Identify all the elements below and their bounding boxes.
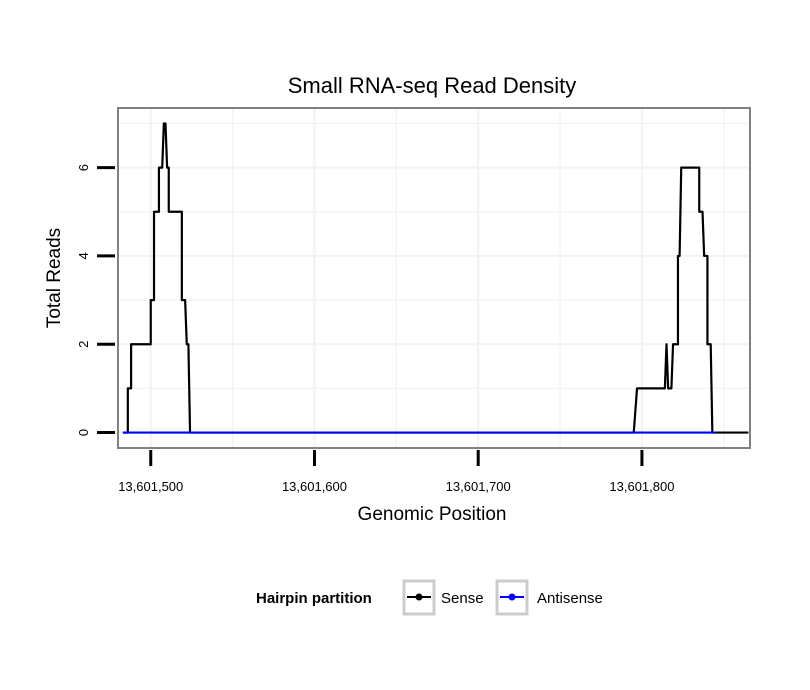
legend-label-sense: Sense [441, 590, 484, 607]
legend-title: Hairpin partition [256, 590, 372, 607]
y-axis-title: Total Reads [44, 228, 65, 328]
chart-title: Small RNA-seq Read Density [288, 73, 577, 98]
y-axis: 0 2 4 6 [76, 164, 115, 436]
legend-key-sense [402, 579, 436, 616]
legend-item-antisense[interactable]: Antisense [495, 579, 603, 616]
x-axis-title: Genomic Position [358, 504, 507, 525]
legend-key-point-antisense [508, 593, 516, 601]
x-axis: 13,601,500 13,601,600 13,601,700 13,601,800 [118, 450, 674, 494]
x-tick-label: 13,601,800 [609, 479, 674, 494]
y-tick-label: 2 [76, 341, 91, 348]
y-tick-label: 0 [76, 429, 91, 436]
x-tick-label: 13,601,600 [282, 479, 347, 494]
x-tick-label: 13,601,500 [118, 479, 183, 494]
y-tick-label: 6 [76, 164, 91, 171]
plot-border [117, 107, 751, 449]
series-line-sense [122, 122, 749, 434]
series-layer [122, 122, 749, 434]
legend-key-point-sense [415, 593, 423, 601]
y-tick-label: 4 [76, 252, 91, 259]
x-tick-label: 13,601,700 [446, 479, 511, 494]
legend-item-sense[interactable]: Sense [402, 579, 484, 616]
legend: Hairpin partition Sense Antisense [256, 579, 603, 616]
legend-label-antisense: Antisense [537, 590, 603, 607]
